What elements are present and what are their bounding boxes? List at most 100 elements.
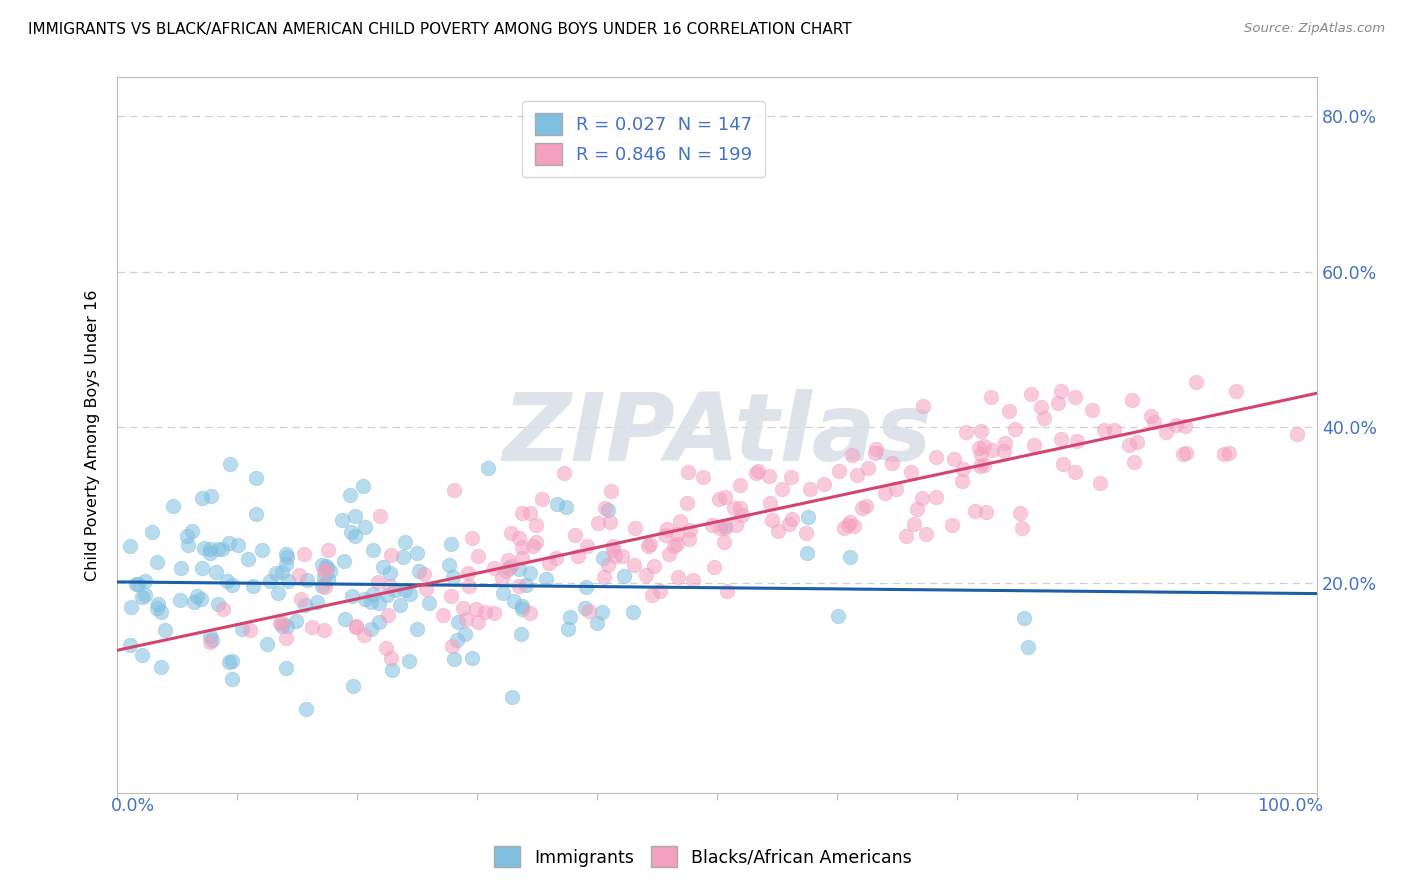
Point [316, 561, 339, 575]
Point [461, 651, 484, 665]
Point [778, 517, 800, 532]
Point [560, 610, 582, 624]
Point [522, 539, 544, 553]
Point [515, 578, 537, 592]
Point [314, 564, 336, 578]
Point [643, 559, 665, 574]
Point [910, 491, 932, 505]
Point [270, 615, 292, 630]
Point [1126, 435, 1149, 450]
Point [288, 567, 311, 582]
Point [221, 654, 243, 668]
Point [842, 519, 865, 533]
Point [593, 501, 616, 516]
Point [384, 582, 406, 597]
Point [567, 549, 589, 563]
Point [388, 599, 411, 613]
Point [314, 580, 336, 594]
Point [524, 535, 547, 549]
Point [970, 447, 993, 461]
Point [1164, 417, 1187, 432]
Point [211, 541, 233, 556]
Point [730, 478, 752, 492]
Point [851, 501, 873, 516]
Point [605, 549, 627, 563]
Point [980, 390, 1002, 404]
Point [191, 561, 214, 575]
Point [177, 538, 200, 552]
Point [610, 549, 633, 563]
Point [274, 557, 297, 571]
Point [637, 539, 659, 553]
Point [745, 466, 768, 480]
Point [912, 399, 935, 413]
Point [344, 620, 367, 634]
Point [875, 485, 897, 500]
Point [692, 470, 714, 484]
Point [315, 563, 337, 577]
Point [576, 539, 599, 553]
Point [827, 609, 849, 624]
Point [564, 528, 586, 542]
Point [305, 595, 328, 609]
Point [458, 579, 481, 593]
Point [925, 450, 948, 465]
Point [340, 524, 363, 539]
Point [676, 465, 699, 479]
Point [344, 619, 367, 633]
Point [1052, 457, 1074, 471]
Point [1143, 415, 1166, 429]
Point [344, 529, 367, 543]
Point [264, 566, 287, 580]
Point [1050, 384, 1073, 399]
Point [190, 592, 212, 607]
Point [238, 624, 260, 638]
Point [482, 561, 505, 575]
Point [236, 552, 259, 566]
Point [127, 576, 149, 591]
Point [367, 575, 389, 590]
Point [344, 508, 367, 523]
Point [623, 558, 645, 573]
Point [492, 585, 515, 599]
Point [496, 552, 519, 566]
Point [832, 521, 855, 535]
Point [339, 488, 361, 502]
Point [578, 604, 600, 618]
Point [398, 655, 420, 669]
Point [1121, 392, 1143, 407]
Point [394, 535, 416, 549]
Point [592, 570, 614, 584]
Point [855, 499, 877, 513]
Point [447, 615, 470, 630]
Point [454, 612, 477, 626]
Point [700, 517, 723, 532]
Point [900, 465, 922, 479]
Point [555, 500, 578, 514]
Point [508, 532, 530, 546]
Point [295, 573, 318, 587]
Point [557, 622, 579, 636]
Point [780, 511, 803, 525]
Point [1218, 445, 1240, 459]
Point [613, 569, 636, 583]
Point [295, 702, 318, 716]
Point [250, 542, 273, 557]
Point [666, 570, 689, 584]
Point [267, 586, 290, 600]
Point [592, 550, 614, 565]
Point [333, 611, 356, 625]
Point [360, 622, 382, 636]
Point [1092, 423, 1115, 437]
Point [524, 517, 547, 532]
Point [453, 600, 475, 615]
Point [1017, 640, 1039, 654]
Text: 100.0%: 100.0% [1257, 797, 1323, 814]
Point [439, 558, 461, 572]
Point [316, 572, 339, 586]
Point [796, 546, 818, 560]
Point [131, 648, 153, 662]
Point [319, 564, 342, 578]
Point [354, 592, 377, 607]
Point [312, 623, 335, 637]
